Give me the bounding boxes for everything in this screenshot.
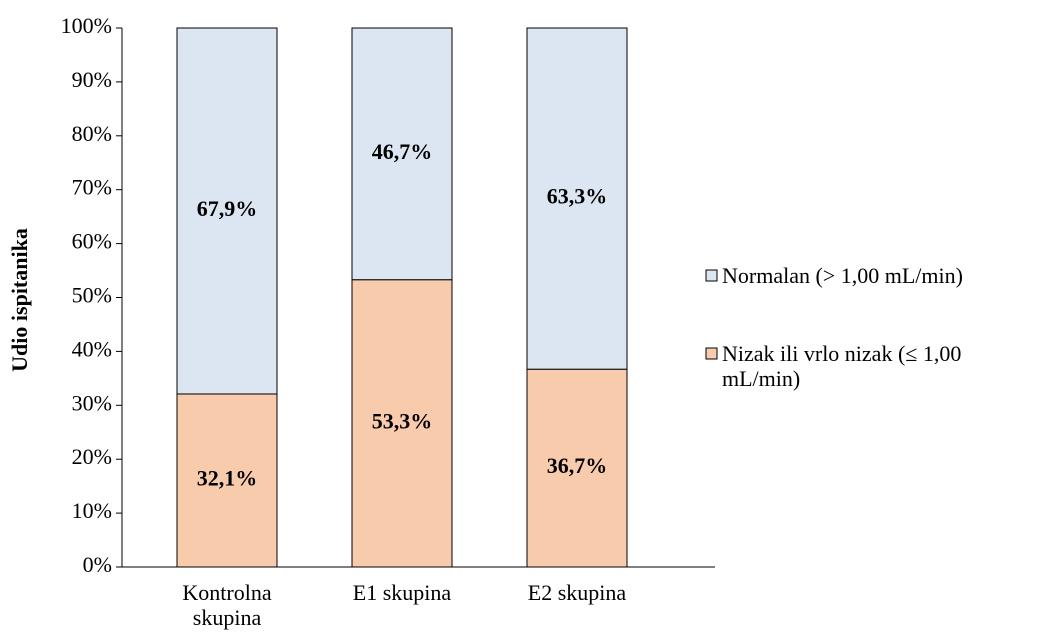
legend-label: Nizak ili vrlo nizak (≤ 1,00 mL/min) xyxy=(722,341,962,391)
y-tick-label: 90% xyxy=(72,67,112,92)
x-tick-label: E1 skupina xyxy=(352,580,452,605)
y-tick-label: 20% xyxy=(72,444,112,469)
x-tick-label: Kontrolna skupina xyxy=(182,580,272,630)
bar-segment xyxy=(526,368,628,568)
y-tick-label: 40% xyxy=(72,336,112,361)
legend-swatch xyxy=(705,269,718,282)
bar-segment xyxy=(526,27,628,370)
data-label: 46,7% xyxy=(372,139,433,164)
legend-swatch xyxy=(705,347,718,360)
bar-segment xyxy=(176,27,278,395)
y-tick-label: 80% xyxy=(72,121,112,146)
y-tick-label: 10% xyxy=(72,498,112,523)
data-label: 53,3% xyxy=(372,408,433,433)
data-label: 63,3% xyxy=(547,184,608,209)
y-axis-title: Udio ispitanika xyxy=(7,228,32,372)
bar-segment xyxy=(176,393,278,568)
legend-label: Normalan (> 1,00 mL/min) xyxy=(722,263,963,288)
y-tick-label: 60% xyxy=(72,229,112,254)
x-tick-label: E2 skupina xyxy=(527,580,627,605)
bar-segment xyxy=(351,279,453,568)
y-tick-label: 0% xyxy=(83,552,112,577)
data-label: 32,1% xyxy=(197,466,258,491)
y-tick-label: 70% xyxy=(72,175,112,200)
bar-segment xyxy=(351,27,453,281)
y-tick-label: 30% xyxy=(72,390,112,415)
data-label: 36,7% xyxy=(547,453,608,478)
y-tick-label: 100% xyxy=(61,13,112,38)
y-tick-label: 50% xyxy=(72,283,112,308)
data-label: 67,9% xyxy=(197,196,258,221)
